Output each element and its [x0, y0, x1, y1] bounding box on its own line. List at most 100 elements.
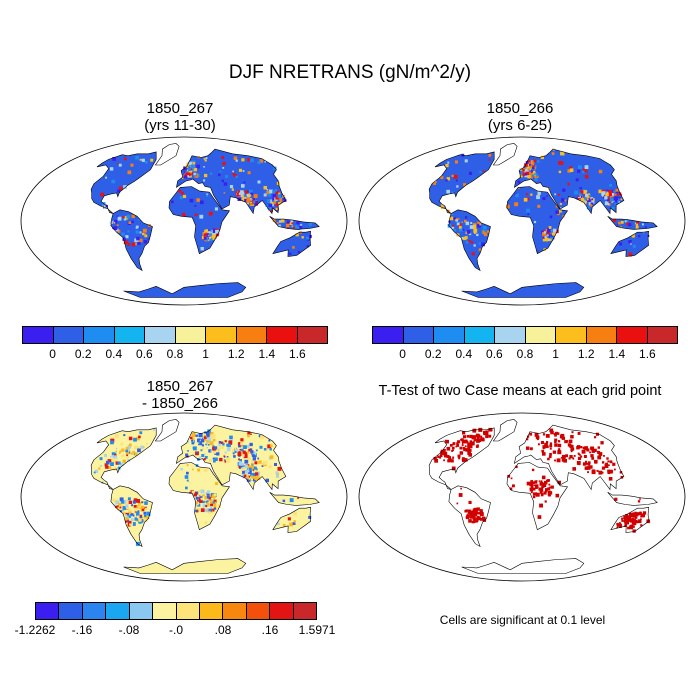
grid-cell [562, 434, 565, 436]
grid-cell [127, 519, 130, 522]
grid-cell [570, 435, 574, 439]
grid-cell [116, 458, 119, 461]
grid-cell [111, 458, 115, 462]
grid-cell [509, 487, 513, 490]
grid-cell [469, 434, 473, 439]
grid-cell [534, 484, 539, 488]
grid-cell [218, 441, 222, 444]
grid-cell [232, 449, 236, 454]
grid-cell [213, 499, 217, 504]
grid-cell [278, 220, 282, 223]
grid-cell [447, 224, 452, 228]
grid-cell [532, 172, 535, 175]
grid-cell [545, 488, 548, 491]
grid-cell [580, 446, 583, 449]
grid-cell [250, 158, 254, 163]
grid-cell [206, 492, 210, 496]
grid-cell [555, 493, 560, 498]
grid-cell [98, 467, 101, 470]
colorbar-2-swatch [586, 327, 617, 343]
grid-cell [445, 163, 449, 168]
grid-cell [133, 507, 138, 512]
grid-cell [459, 446, 463, 450]
grid-cell [620, 475, 624, 479]
grid-cell [572, 467, 576, 471]
grid-cell [557, 448, 561, 451]
grid-cell [446, 177, 450, 181]
grid-cell [572, 457, 575, 460]
grid-cell [200, 200, 204, 205]
grid-cell [583, 201, 586, 204]
grid-cell [591, 456, 594, 459]
grid-cell [226, 447, 231, 452]
grid-cell [583, 190, 587, 194]
grid-cell [207, 437, 211, 441]
grid-cell [624, 521, 628, 524]
grid-cell [191, 441, 195, 445]
grid-cell [117, 189, 121, 193]
panel-2-title: 1850_266 (yrs 6-25) [355, 100, 685, 134]
grid-cell [440, 204, 443, 207]
grid-cell [608, 190, 613, 194]
colorbar-2-swatch [647, 327, 677, 343]
coastline-eurasia [175, 424, 287, 491]
grid-cell [470, 222, 473, 224]
grid-cell [233, 174, 237, 178]
grid-cell [257, 180, 261, 184]
grid-cell [255, 200, 258, 204]
grid-cell [557, 193, 560, 196]
coastline-antarctica [461, 558, 585, 574]
grid-cell [527, 170, 530, 172]
grid-cell [446, 455, 450, 459]
grid-cell [206, 194, 209, 197]
figure-title: DJF NRETRANS (gN/m^2/y) [228, 62, 472, 83]
grid-cell [554, 431, 558, 435]
grid-cell [603, 455, 605, 457]
grid-cell [208, 237, 211, 239]
grid-cell [468, 510, 472, 514]
grid-cell [295, 233, 299, 237]
grid-cell [238, 444, 241, 448]
grid-cell [601, 466, 606, 470]
grid-cell [618, 201, 620, 203]
coastline-australia [610, 506, 649, 533]
land-australia [272, 507, 311, 533]
grid-cell [188, 481, 191, 483]
grid-cell [224, 440, 227, 443]
grid-cell [563, 458, 567, 463]
grid-cell [258, 434, 262, 438]
grid-cell [222, 167, 225, 169]
grid-cell [191, 439, 193, 442]
grid-cell [612, 206, 615, 210]
grid-cell [214, 457, 218, 461]
grid-cell [616, 525, 619, 527]
grid-cell [540, 480, 543, 483]
grid-cell [248, 448, 251, 452]
grid-cell [210, 450, 213, 452]
grid-cell [286, 223, 290, 228]
grid-cell [447, 161, 450, 164]
grid-cell [562, 188, 566, 192]
grid-cell [127, 170, 132, 175]
grid-cell [577, 195, 580, 197]
grid-cell [527, 168, 531, 171]
grid-cell [582, 446, 586, 450]
coastline-africa [168, 462, 231, 531]
grid-cell [477, 223, 481, 228]
grid-cell [529, 432, 533, 436]
grid-cell [193, 167, 197, 172]
grid-cell [532, 495, 536, 499]
grid-cell [251, 475, 255, 479]
grid-cell [188, 161, 193, 166]
grid-cell [116, 215, 119, 218]
grid-cell [299, 225, 303, 229]
grid-cell [463, 447, 467, 452]
grid-cell [127, 513, 129, 516]
grid-cell [185, 453, 189, 457]
grid-cell [202, 500, 205, 504]
grid-cell [287, 517, 291, 521]
grid-cell [235, 191, 238, 193]
grid-cell [523, 165, 527, 169]
grid-cell [253, 194, 258, 199]
grid-cell [213, 493, 217, 497]
